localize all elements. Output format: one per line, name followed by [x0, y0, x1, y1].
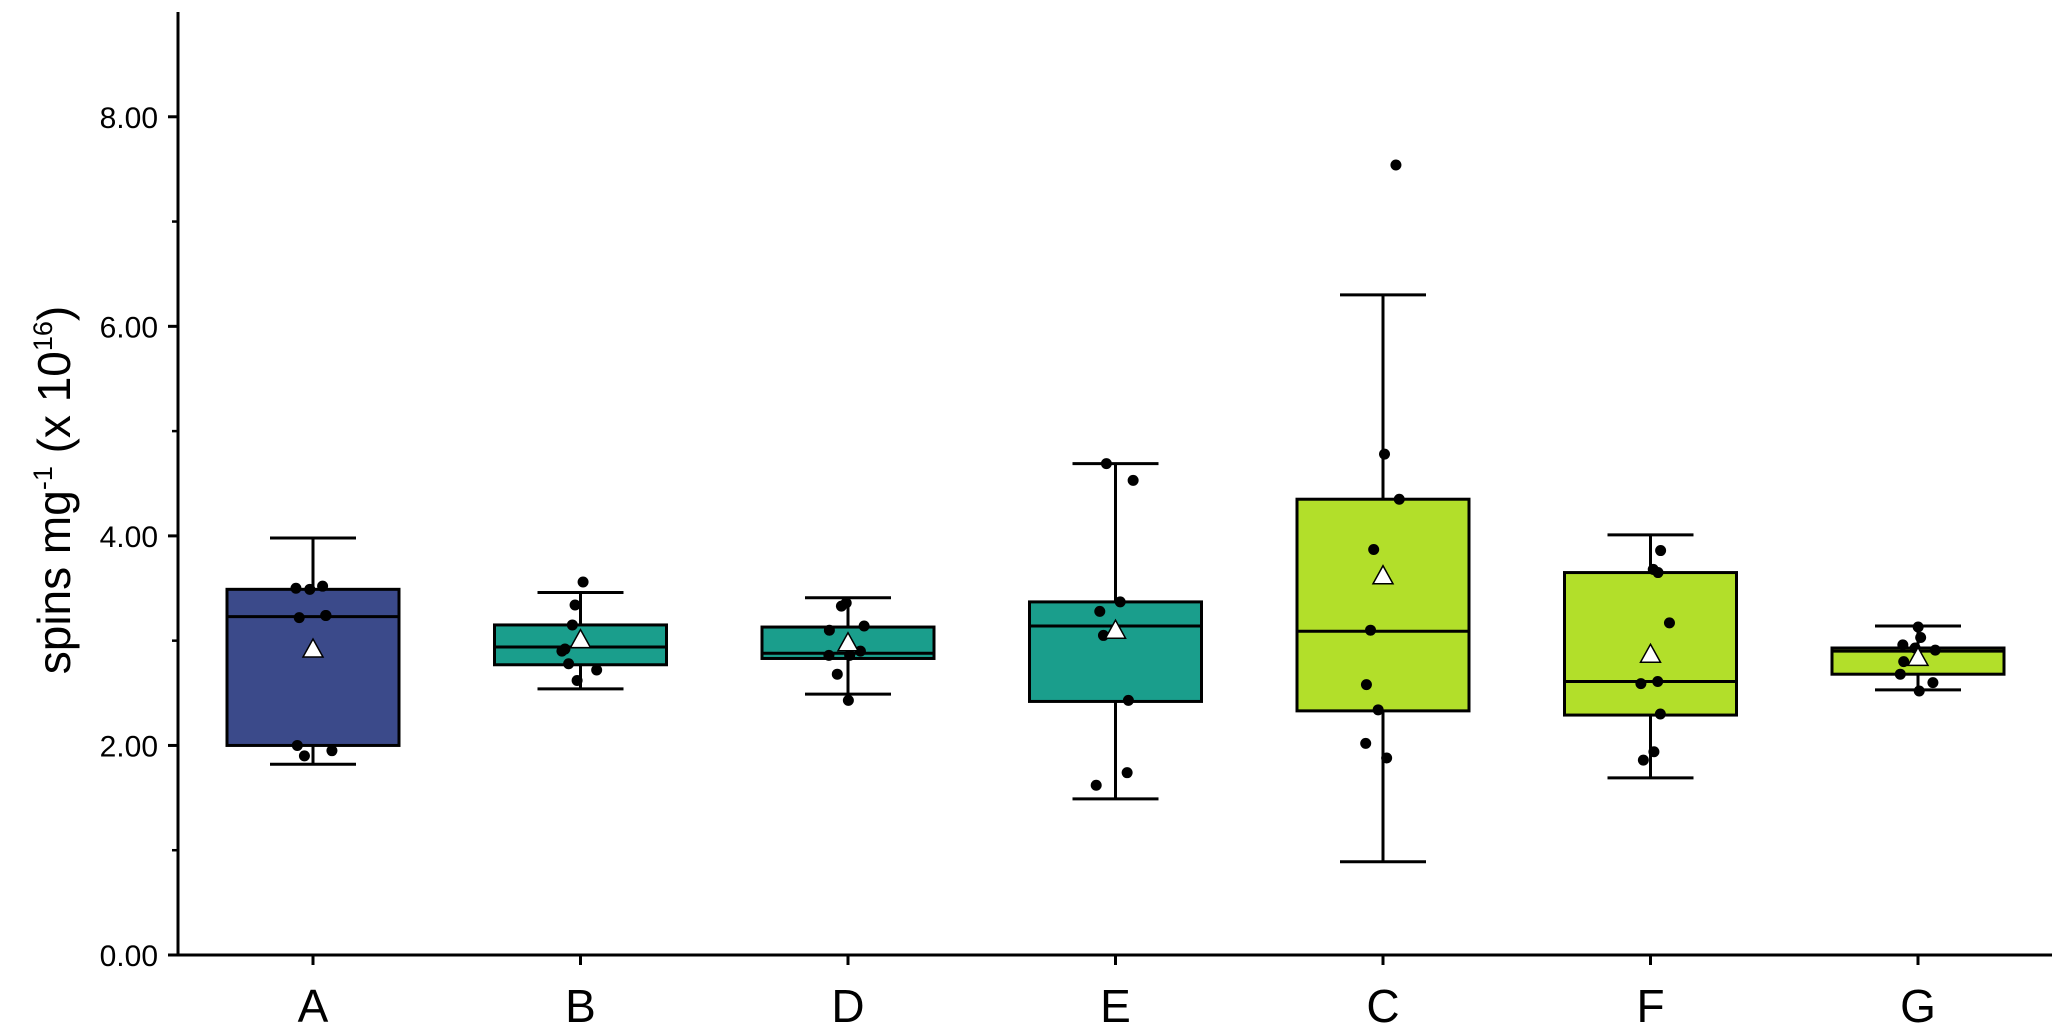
y-axis-title: spins mg-1 (x 1016)	[28, 306, 80, 675]
mean-marker	[1104, 618, 1127, 639]
y-tick-label: 4.00	[100, 521, 158, 554]
data-point	[317, 580, 329, 592]
data-point	[858, 620, 870, 632]
data-point	[304, 583, 316, 595]
data-point	[831, 668, 843, 680]
data-point	[1915, 632, 1927, 644]
box-group-C	[1295, 159, 1471, 864]
data-point	[1648, 746, 1660, 758]
y-tick-label: 2.00	[100, 730, 158, 763]
data-point	[1898, 656, 1910, 668]
data-point	[1393, 493, 1405, 505]
x-category-label: E	[1100, 980, 1131, 1032]
data-point	[1637, 754, 1649, 766]
data-point	[563, 658, 575, 670]
data-point	[326, 745, 338, 757]
data-point	[1368, 544, 1380, 556]
data-point	[844, 649, 856, 661]
x-category-label: C	[1366, 980, 1399, 1032]
box-iqr	[1295, 497, 1471, 713]
x-category-label: G	[1900, 980, 1936, 1032]
data-point	[1654, 708, 1666, 720]
data-point	[556, 645, 568, 657]
mean-marker	[569, 628, 592, 649]
data-point	[1122, 694, 1134, 706]
data-point	[1100, 458, 1112, 470]
data-point	[1390, 159, 1402, 171]
box-series-layer	[225, 159, 2006, 864]
data-point	[291, 739, 303, 751]
data-point	[823, 649, 835, 661]
y-axis-title-base: spins mg	[28, 490, 80, 674]
data-point	[1381, 752, 1393, 764]
data-point	[1663, 617, 1675, 629]
y-axis-title-close: )	[28, 306, 80, 321]
box-group-D	[760, 596, 936, 706]
mean-marker	[1906, 645, 1930, 667]
data-point	[1360, 737, 1372, 749]
y-axis-title-exponent-1: -1	[28, 466, 58, 490]
data-point	[1090, 779, 1102, 791]
data-point	[1114, 596, 1126, 608]
box-group-A	[225, 536, 401, 766]
data-point	[1912, 621, 1924, 633]
box-group-G	[1830, 621, 2006, 697]
y-axis-title-multiplier: (x 10	[28, 351, 80, 466]
y-tick-label: 6.00	[100, 311, 158, 344]
data-point	[298, 750, 310, 762]
y-tick-label: 8.00	[100, 102, 158, 135]
box-iqr	[225, 587, 401, 747]
data-point	[320, 610, 332, 622]
box-group-F	[1563, 533, 1738, 780]
data-point	[854, 645, 866, 657]
data-point	[1635, 678, 1647, 690]
data-point	[1365, 624, 1377, 636]
x-category-label: D	[831, 980, 864, 1032]
data-point	[1927, 677, 1939, 689]
data-point	[1929, 644, 1941, 656]
data-point	[1094, 605, 1106, 617]
mean-marker	[301, 637, 325, 658]
mean-marker	[1371, 564, 1395, 585]
data-point	[1894, 668, 1906, 680]
data-point	[1360, 679, 1372, 691]
data-point	[566, 619, 578, 631]
data-point	[1655, 545, 1667, 557]
data-point	[1379, 448, 1391, 460]
y-tick-label: 0.00	[100, 940, 158, 973]
data-point	[569, 599, 581, 611]
data-point	[1121, 767, 1133, 779]
data-point	[577, 576, 589, 588]
data-point	[293, 612, 305, 624]
mean-marker	[836, 631, 860, 652]
data-point	[1127, 474, 1139, 486]
data-point	[1652, 567, 1664, 579]
data-point	[1913, 685, 1925, 697]
mean-marker	[1639, 642, 1662, 664]
data-point	[591, 664, 603, 676]
data-point	[835, 600, 847, 612]
x-category-label: B	[565, 980, 596, 1032]
y-ticks-layer: 0.00 2.00 4.00 6.00 8.00	[100, 102, 178, 973]
x-category-label: F	[1636, 980, 1664, 1032]
data-point	[842, 694, 854, 706]
data-point	[571, 674, 583, 686]
box-group-E	[1028, 458, 1203, 801]
data-point	[823, 624, 835, 636]
data-point	[290, 582, 302, 594]
data-point	[1897, 639, 1909, 651]
box-group-B	[493, 576, 668, 691]
y-axis-title-exponent-2: 16	[28, 321, 58, 351]
data-point	[1652, 676, 1664, 688]
box-iqr	[1028, 600, 1203, 703]
data-point	[1372, 704, 1384, 716]
x-category-label: A	[298, 980, 329, 1032]
